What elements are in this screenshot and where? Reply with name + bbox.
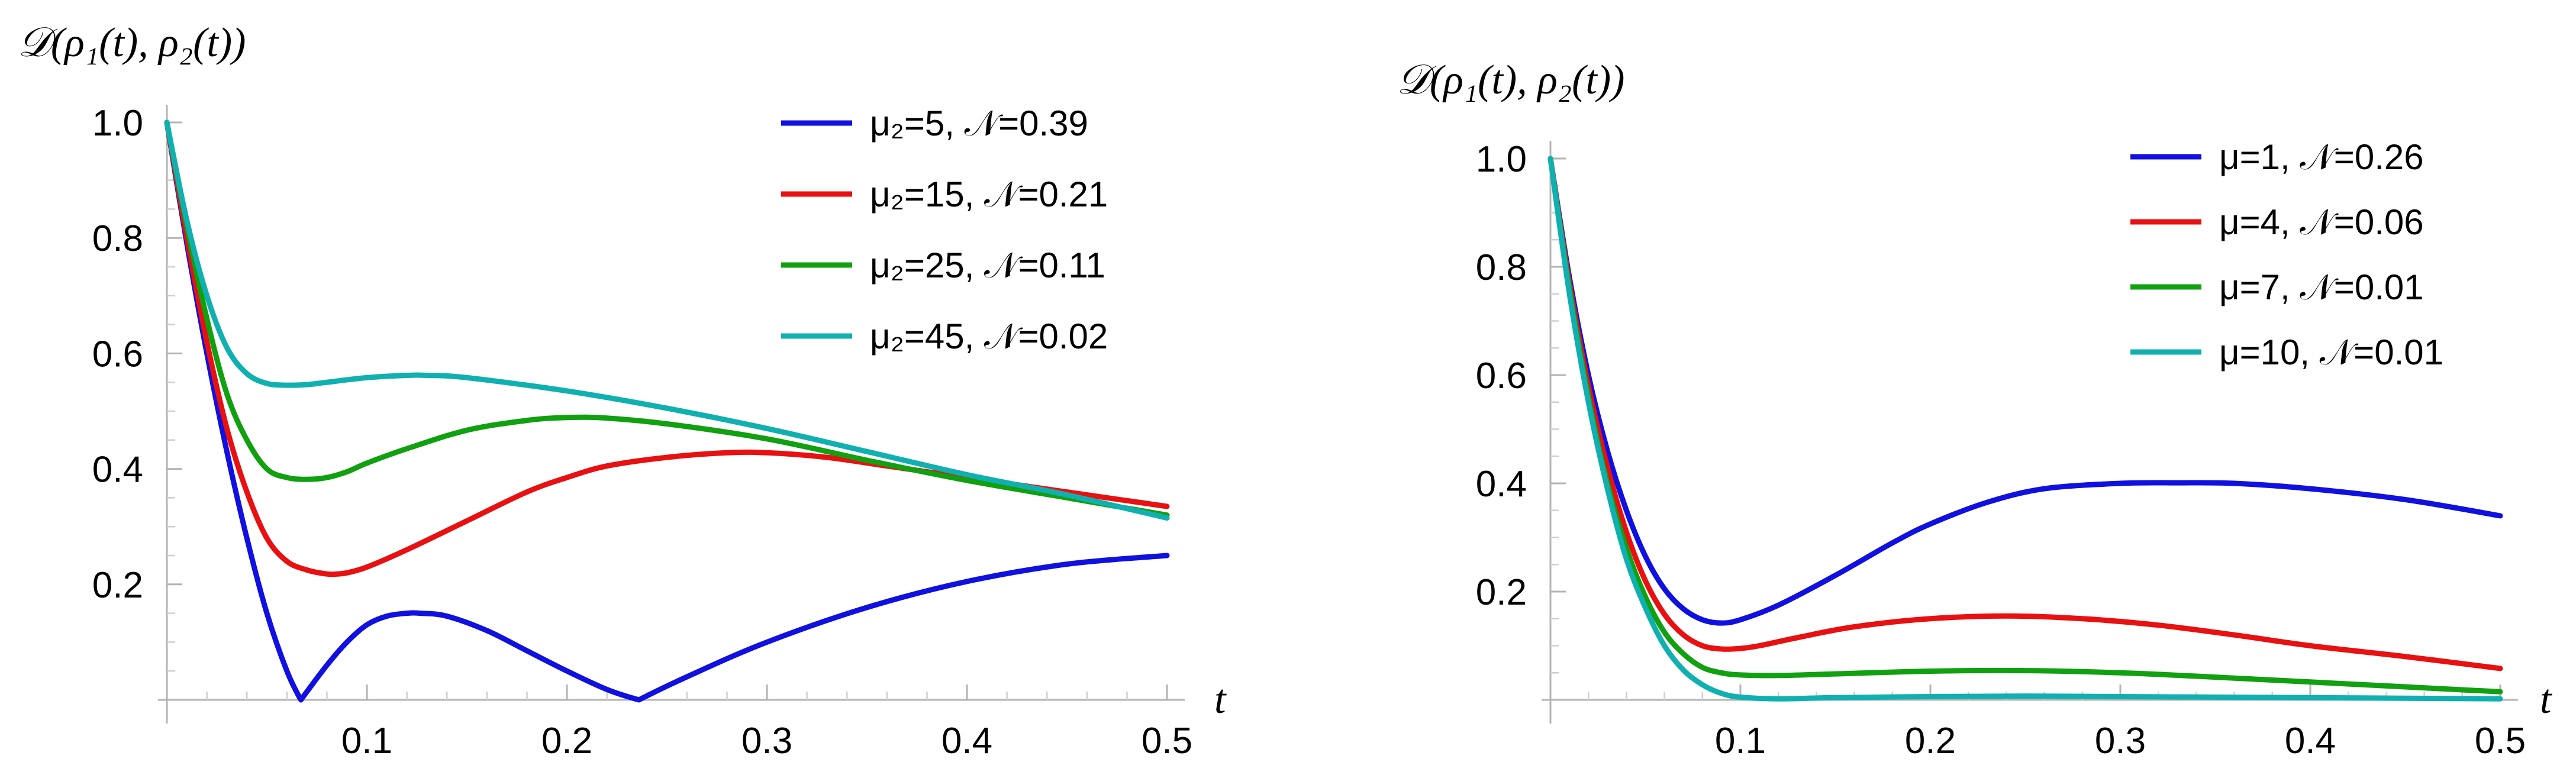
- legend-label: μ₂=5, 𝒩=0.39: [870, 104, 1088, 143]
- x-tick-label: 0.5: [1142, 721, 1192, 761]
- legend-label: μ₂=15, 𝒩=0.21: [870, 175, 1108, 214]
- y-tick-label: 0.6: [1476, 356, 1527, 396]
- x-tick-label: 0.1: [341, 721, 392, 761]
- y-tick-label: 1.0: [92, 103, 143, 144]
- y-tick-label: 0.6: [92, 334, 143, 374]
- x-tick-label: 0.4: [942, 721, 992, 761]
- y-tick-label: 0.2: [92, 565, 143, 606]
- x-tick-label: 0.3: [741, 721, 792, 761]
- legend-label: μ₂=45, 𝒩=0.02: [870, 317, 1108, 356]
- x-tick-label: 0.3: [2095, 721, 2146, 761]
- chart-right: 0.1 0.2 0.3 0.4 0.5 0.2 0.4 0.6 0.8 1.0 𝒟(ρ₁(t), ρ…: [1397, 57, 2552, 761]
- legend-label: μ₂=25, 𝒩=0.11: [870, 246, 1105, 285]
- x-axis-title: t: [2540, 677, 2552, 722]
- y-tick-label: 0.4: [1476, 464, 1527, 505]
- y-axis-title: 𝒟(ρ₁(t), ρ₂(t)): [1397, 57, 1625, 103]
- series-line-4: [1547, 156, 2503, 702]
- x-tick-label: 0.2: [541, 721, 592, 761]
- series-line-3: [164, 120, 1170, 518]
- legend-label: μ=1, 𝒩=0.26: [2219, 137, 2424, 177]
- legend-label: μ=4, 𝒩=0.06: [2219, 202, 2424, 242]
- legend-label: μ=10, 𝒩=0.01: [2219, 332, 2443, 372]
- series-line-1: [1547, 156, 2503, 626]
- x-tick-label: 0.4: [2285, 721, 2336, 761]
- x-tick-label: 0.2: [1905, 721, 1956, 761]
- y-axis-title: 𝒟(ρ₁(t), ρ₂(t)): [18, 20, 246, 66]
- x-tick-label: 0.1: [1715, 721, 1766, 761]
- series-line-1: [164, 120, 1170, 703]
- y-tick-label: 0.8: [92, 218, 143, 259]
- y-tick-label: 0.8: [1476, 247, 1527, 288]
- y-tick-label: 0.4: [92, 450, 143, 490]
- chart-left: 0.1 0.2 0.3 0.4 0.5 0.2 0.4 0.6 0.8 1.0 𝒟(ρ₁(t), ρ…: [18, 20, 1227, 761]
- y-tick-label: 0.2: [1476, 572, 1527, 613]
- series-line-4: [164, 120, 1170, 521]
- legend-label: μ=7, 𝒩=0.01: [2219, 267, 2424, 307]
- x-tick-label: 0.5: [2475, 721, 2526, 761]
- x-axis-title: t: [1214, 677, 1227, 722]
- series-line-2: [1547, 156, 2503, 671]
- y-tick-label: 1.0: [1476, 139, 1527, 180]
